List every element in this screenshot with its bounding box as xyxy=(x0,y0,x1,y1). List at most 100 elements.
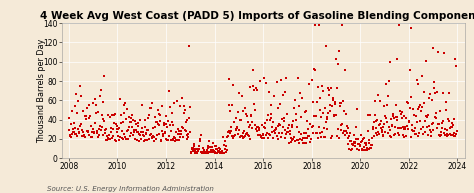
Point xyxy=(97,129,104,132)
Point xyxy=(129,118,137,121)
Point xyxy=(247,114,255,117)
Point xyxy=(127,131,135,134)
Point xyxy=(133,139,140,142)
Point xyxy=(364,146,371,149)
Point xyxy=(252,128,260,131)
Point xyxy=(274,124,282,128)
Point xyxy=(214,150,222,153)
Point xyxy=(390,116,398,119)
Point xyxy=(164,125,171,129)
Point xyxy=(167,130,175,133)
Point xyxy=(267,113,274,116)
Point xyxy=(367,143,375,146)
Point xyxy=(90,128,97,131)
Point xyxy=(340,130,348,133)
Point xyxy=(245,125,252,129)
Point xyxy=(416,131,423,134)
Point xyxy=(81,114,89,117)
Point xyxy=(111,138,118,141)
Point xyxy=(193,152,201,155)
Point xyxy=(200,147,207,150)
Point xyxy=(407,135,414,138)
Point xyxy=(202,152,210,155)
Point xyxy=(186,130,193,133)
Point xyxy=(291,106,298,109)
Point xyxy=(149,126,157,129)
Point xyxy=(428,122,436,125)
Point xyxy=(329,96,337,99)
Point xyxy=(318,135,325,138)
Point xyxy=(126,120,134,123)
Point xyxy=(155,133,162,136)
Point xyxy=(154,108,162,112)
Point xyxy=(303,131,310,135)
Point xyxy=(247,114,255,118)
Point xyxy=(308,126,316,129)
Point xyxy=(239,132,246,135)
Point xyxy=(71,127,78,130)
Point xyxy=(88,135,95,138)
Point xyxy=(221,148,229,151)
Point xyxy=(153,133,161,136)
Point xyxy=(385,125,393,128)
Point xyxy=(296,137,304,140)
Point xyxy=(272,127,280,130)
Point xyxy=(386,129,393,132)
Point xyxy=(371,100,379,103)
Point xyxy=(309,131,316,135)
Point xyxy=(73,92,80,96)
Point xyxy=(149,136,156,139)
Point xyxy=(153,137,160,140)
Point xyxy=(84,130,92,133)
Point xyxy=(257,134,264,137)
Point xyxy=(210,148,217,151)
Point xyxy=(197,133,205,136)
Point xyxy=(109,113,116,116)
Point xyxy=(144,128,152,131)
Point xyxy=(398,111,406,114)
Point xyxy=(269,125,276,128)
Point xyxy=(292,119,300,122)
Point xyxy=(264,113,272,116)
Point xyxy=(178,129,185,132)
Point xyxy=(296,142,303,145)
Point xyxy=(145,117,152,120)
Point xyxy=(224,131,231,134)
Point xyxy=(235,132,242,135)
Point xyxy=(453,133,460,136)
Point xyxy=(337,128,344,131)
Point xyxy=(118,137,126,140)
Point xyxy=(94,111,101,114)
Point xyxy=(84,130,91,133)
Point xyxy=(214,149,221,152)
Point xyxy=(445,91,453,94)
Point xyxy=(374,133,381,136)
Point xyxy=(154,122,161,125)
Point xyxy=(231,134,239,137)
Point xyxy=(212,147,220,151)
Point xyxy=(280,120,287,123)
Point xyxy=(147,132,155,135)
Point xyxy=(438,134,445,137)
Point xyxy=(126,134,133,137)
Point xyxy=(196,137,203,141)
Point xyxy=(147,107,155,110)
Point xyxy=(396,126,404,130)
Point xyxy=(237,135,245,138)
Point xyxy=(328,137,335,140)
Point xyxy=(165,89,173,92)
Point xyxy=(312,131,320,134)
Point xyxy=(122,135,129,138)
Point xyxy=(160,123,167,126)
Point xyxy=(217,151,224,154)
Point xyxy=(151,135,158,139)
Point xyxy=(249,69,257,72)
Point xyxy=(334,63,342,66)
Point xyxy=(141,125,149,128)
Point xyxy=(434,51,441,54)
Point xyxy=(194,149,201,152)
Point xyxy=(289,138,296,141)
Point xyxy=(305,134,313,137)
Point xyxy=(387,135,395,139)
Point xyxy=(189,150,196,153)
